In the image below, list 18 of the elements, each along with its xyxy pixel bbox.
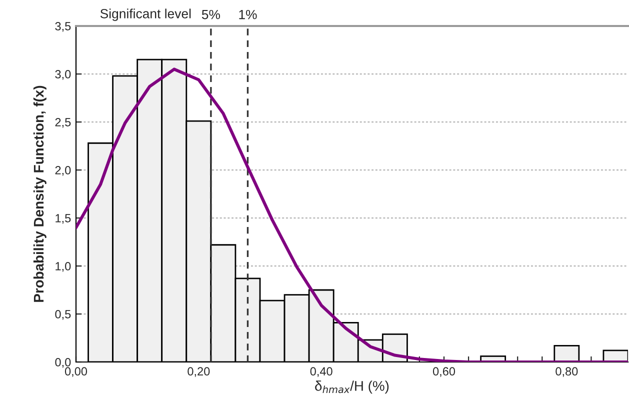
y-tick-label: 1,5 bbox=[56, 214, 71, 224]
x-tick-label: 0,80 bbox=[556, 367, 578, 377]
annotation: 5% bbox=[202, 10, 220, 20]
y-tick-label: 2,0 bbox=[55, 166, 71, 176]
x-tick-label: 0,40 bbox=[310, 367, 332, 377]
y-tick-label: 1,0 bbox=[56, 262, 71, 272]
y-tick-label: 3,5 bbox=[55, 22, 71, 32]
x-tick-label: 0,60 bbox=[432, 367, 456, 377]
x-tick-label: 0,20 bbox=[188, 367, 210, 377]
x-axis-title: δ$_{hmax}$/H (%) bbox=[315, 380, 389, 394]
text: Significant level bbox=[100, 8, 191, 21]
annotation: 1% bbox=[239, 10, 257, 20]
y-tick-label: 0,0 bbox=[55, 358, 71, 368]
y-tick-label: 0,5 bbox=[55, 310, 71, 320]
y-tick-label: 3,0 bbox=[55, 70, 71, 80]
y-tick-label: 2,5 bbox=[55, 118, 71, 128]
y-axis-title: Probability Density Function, f(x) bbox=[33, 86, 46, 302]
x-tick-label: 0,00 bbox=[64, 367, 88, 377]
